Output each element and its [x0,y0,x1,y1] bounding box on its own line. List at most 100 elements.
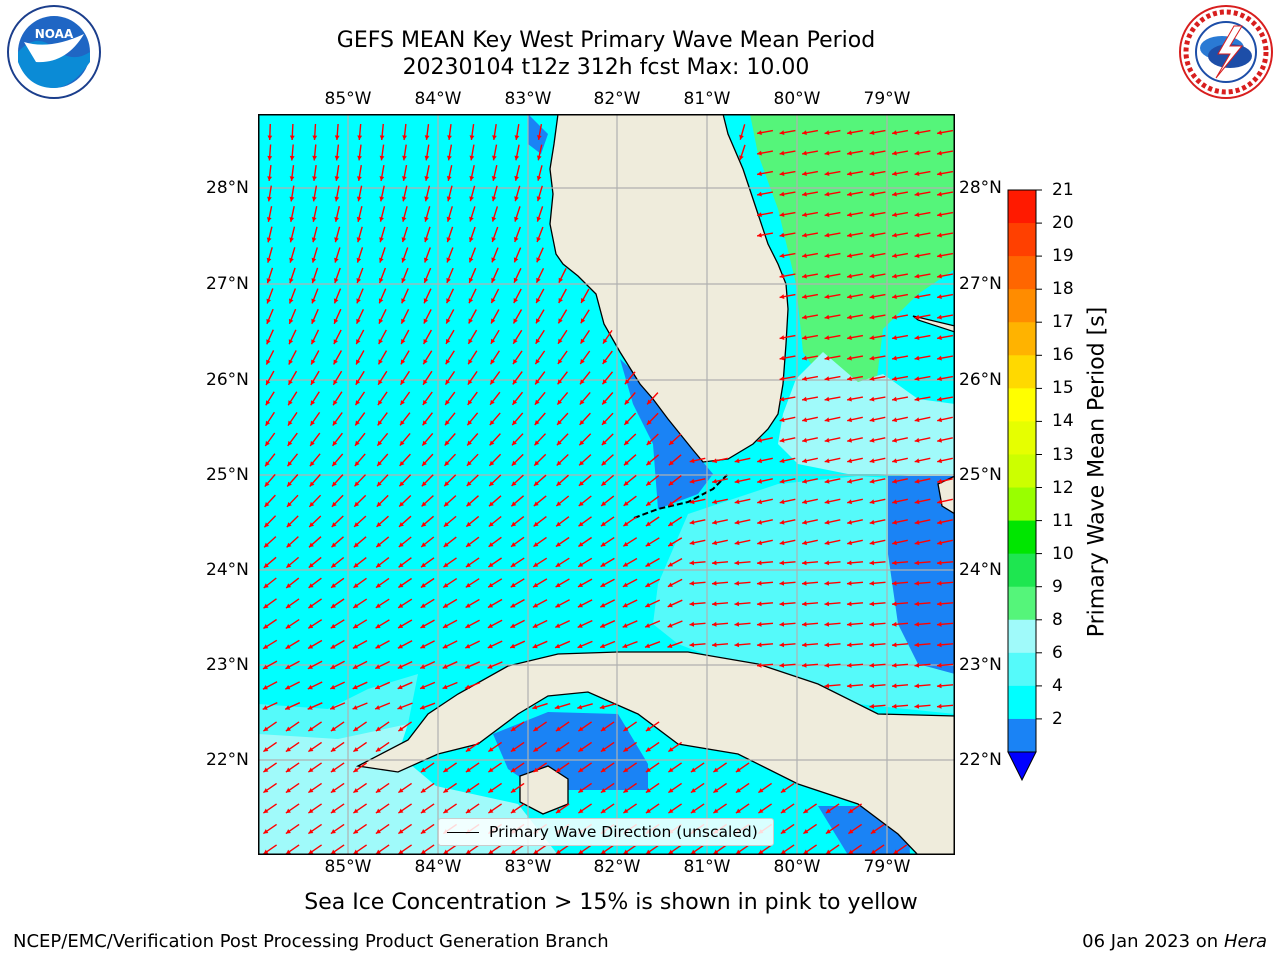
wave-arrow-head [914,376,920,381]
period-2-4-region-florida-bay [620,359,713,509]
wave-arrow-head [869,130,875,135]
wave-arrow-head [330,726,336,732]
wave-arrow-head [937,560,942,566]
wave-arrow-head [623,747,629,752]
lat-label-right-22: 22°N [959,750,1002,770]
lon-label-bottom-85: 85°W [324,857,372,877]
wave-arrow-head [287,502,292,507]
wave-arrow-head [668,521,674,526]
wave-arrow-head [802,335,807,340]
wave-arrow-head [690,808,696,814]
wave-arrow-head [399,461,405,466]
wave-arrow-head [510,849,516,855]
lat-label-right-28: 28°N [959,178,1002,198]
wave-arrow-head [847,232,852,238]
wave-arrow-head [556,521,561,527]
wave-arrow-head [466,521,472,527]
wave-arrow-head [424,257,429,263]
wave-arrow-head [536,196,542,202]
wave-arrow-head [937,212,942,217]
legend-line-icon [447,832,479,833]
wave-arrow-head [420,623,426,628]
wave-arrow-head [334,176,340,181]
wave-arrow-head [802,355,807,361]
wave-arrow-head [869,253,875,258]
wave-arrow-head [398,623,404,628]
wave-arrow-head [914,478,920,484]
wave-arrow-head [892,519,897,525]
wave-arrow-head [937,437,942,443]
colorbar-tick-label: 20 [1052,213,1074,234]
colorbar-segment [1008,322,1036,356]
wave-arrow-head [287,441,293,446]
wave-arrow-head [869,212,875,217]
wave-arrow-head [423,318,428,324]
wave-arrow-head [288,339,294,345]
wave-arrow-head [491,257,496,263]
wave-arrow-head [488,542,494,547]
wave-arrow-head [914,294,920,299]
wave-arrow-head [355,420,360,426]
wave-arrow-head [492,135,497,140]
wave-arrow-head [581,298,586,303]
wave-arrow-head [712,560,717,566]
wave-arrow-head [489,440,495,446]
wave-arrow-head [308,623,314,629]
wave-arrow-head [622,582,628,587]
wave-arrow-head [446,176,452,181]
wave-arrow-head [308,583,314,588]
wave-arrow-head [308,788,314,793]
wave-arrow-head [869,294,875,299]
wave-arrow-head [645,726,651,732]
wave-arrow-head [422,440,427,446]
wave-arrow-head [824,232,830,238]
wave-arrow-head [824,642,830,648]
lat-label-left-25: 25°N [206,465,249,485]
wave-arrow-head [892,540,897,546]
wave-arrow-head [802,396,807,402]
wave-arrow-head [510,747,516,752]
wave-arrow-head [779,335,785,340]
wave-arrow-head [779,519,785,525]
wave-arrow-head [914,253,920,258]
wave-arrow-head [536,257,541,263]
wave-arrow-head [914,519,920,525]
wave-arrow-head [469,216,474,222]
wave-arrow-head [352,705,358,710]
wave-arrow-head [802,560,807,566]
wave-arrow-head [779,437,785,443]
wave-arrow-head [401,278,406,283]
wave-arrow-head [869,478,875,484]
wave-arrow-head [263,849,269,855]
wave-arrow-head [263,726,269,732]
wave-arrow-head [356,216,362,222]
wave-arrow-head [308,849,314,855]
colorbar-segment [1008,289,1036,323]
wave-arrow-head [514,175,519,181]
wave-arrow-head [892,294,897,299]
wave-arrow-head [423,339,428,344]
wave-arrow-head [869,580,875,586]
wave-arrow-head [802,273,807,279]
wave-arrow-head [262,705,268,710]
wave-arrow-head [266,257,272,263]
wave-arrow-head [847,335,852,340]
wave-arrow-head [334,278,339,283]
wave-arrow-head [825,849,831,855]
wave-arrow-head [469,155,475,161]
wave-arrow-head [847,580,852,586]
wave-arrow-head [354,522,359,527]
wave-arrow-head [937,662,942,668]
wave-arrow-head [824,314,830,320]
wave-arrow-head [285,808,291,814]
wave-arrow-head [847,314,852,320]
wave-arrow-head [264,542,269,548]
lon-label-bottom-82: 82°W [593,857,641,877]
wave-arrow-head [847,171,852,176]
wave-arrow-head [375,808,381,814]
wave-arrow-head [780,808,786,814]
wave-arrow-head [579,460,584,466]
wave-arrow-head [802,580,807,586]
wave-arrow-head [914,499,920,505]
wave-arrow-head [421,522,427,527]
